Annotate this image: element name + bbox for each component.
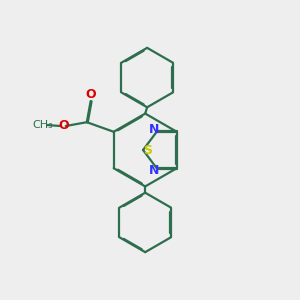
Text: O: O [85,88,96,101]
Text: O: O [58,119,69,132]
Text: N: N [149,123,160,136]
Text: N: N [149,164,160,177]
Text: CH₃: CH₃ [32,120,53,130]
Text: S: S [143,143,152,157]
